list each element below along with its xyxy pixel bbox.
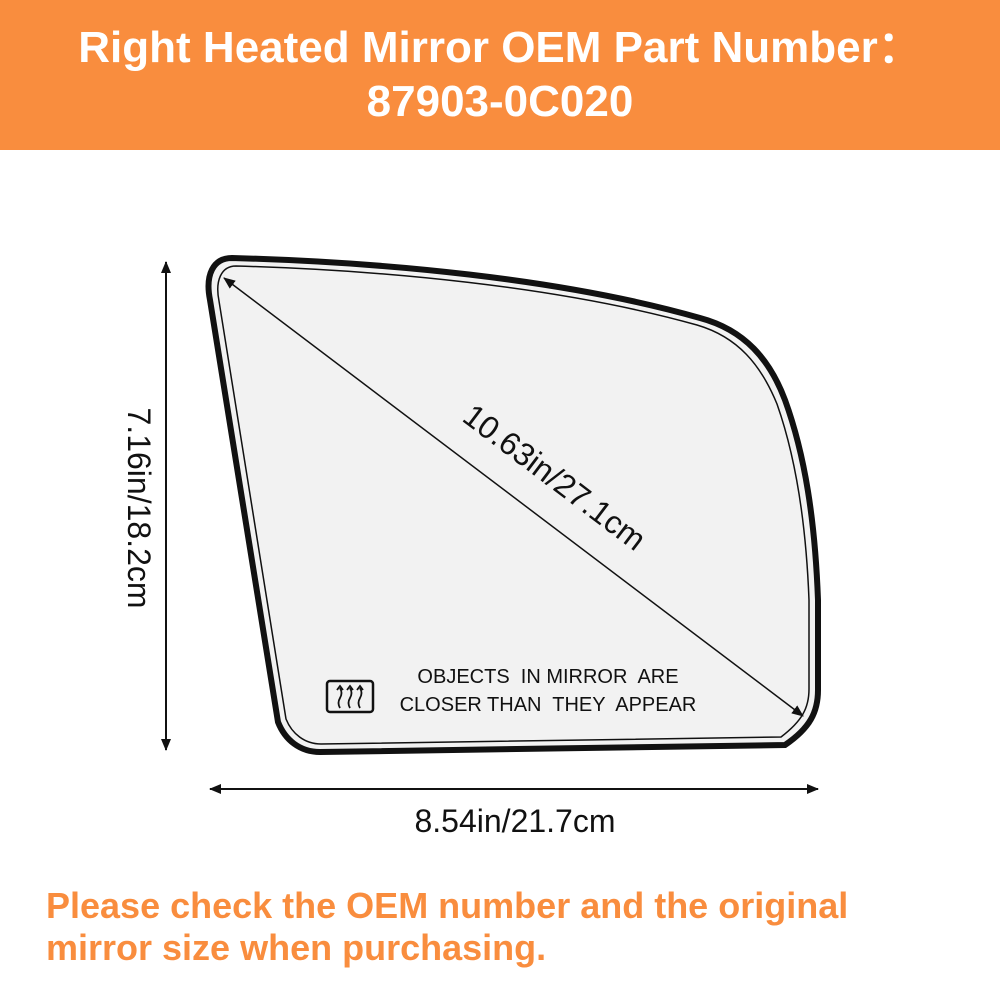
height-label: 7.16in/18.2cm xyxy=(121,407,157,608)
width-label: 8.54in/21.7cm xyxy=(414,803,615,839)
defrost-heater-icon xyxy=(325,679,375,714)
title-banner: Right Heated Mirror OEM Part Number： 879… xyxy=(0,0,1000,150)
note-line-2: mirror size when purchasing. xyxy=(46,927,547,968)
banner-title: Right Heated Mirror OEM Part Number： xyxy=(78,23,922,72)
note-line-1: Please check the OEM number and the orig… xyxy=(46,885,849,926)
diagonal-dimension-arrow xyxy=(223,277,804,717)
mirror-warning-line1: OBJECTS IN MIRROR ARE xyxy=(417,666,678,688)
banner-part-number: 87903-0C020 xyxy=(366,77,634,126)
purchase-note: Please check the OEM number and the orig… xyxy=(46,885,976,969)
mirror-warning-line2: CLOSER THAN THEY APPEAR xyxy=(400,694,697,716)
